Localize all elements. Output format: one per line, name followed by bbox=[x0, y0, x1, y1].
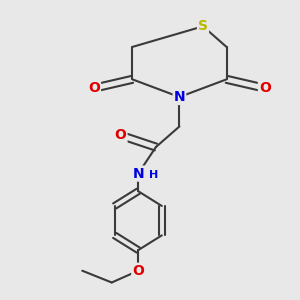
Text: H: H bbox=[148, 170, 158, 180]
Text: O: O bbox=[132, 264, 144, 278]
Text: N: N bbox=[174, 90, 185, 104]
Text: O: O bbox=[88, 81, 100, 95]
Text: S: S bbox=[198, 19, 208, 33]
Text: O: O bbox=[115, 128, 127, 142]
Text: O: O bbox=[259, 81, 271, 95]
Text: N: N bbox=[132, 167, 144, 181]
